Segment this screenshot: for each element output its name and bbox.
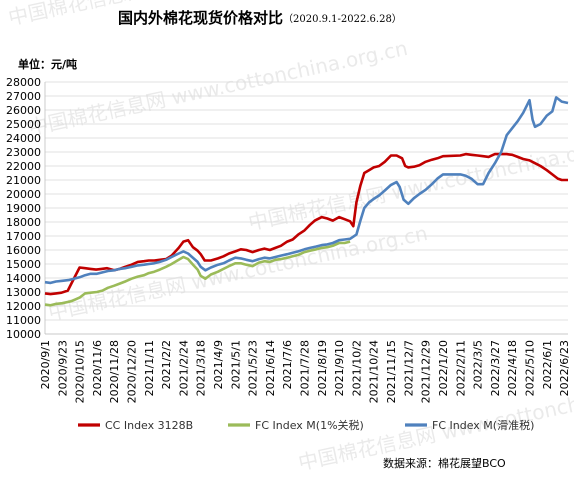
y-tick-label: 11000: [6, 314, 41, 327]
y-tick-label: 24000: [6, 132, 41, 145]
x-tick-label: 2020/11/6: [91, 340, 104, 396]
data-source-note: 数据来源：棉花展望BCO: [383, 456, 506, 470]
legend-label-fc-index-1pct: FC Index M(1%关税): [255, 418, 364, 432]
y-tick-label: 22000: [6, 160, 41, 173]
series-line-fc-index-1pct: [44, 240, 351, 307]
y-tick-label: 19000: [6, 202, 41, 215]
y-tick-label: 28000: [6, 76, 41, 89]
x-tick-label: 2021/5/23: [247, 340, 260, 396]
x-axis-ticks: 2020/9/1 2020/9/23 2020/10/15 2020/11/6 2020…: [39, 340, 571, 403]
x-tick-label: 2022/5/10: [523, 340, 536, 396]
y-tick-label: 21000: [6, 174, 41, 187]
x-tick-label: 2021/5/1: [229, 340, 242, 389]
x-tick-label: 2020/12/20: [126, 340, 139, 403]
y-tick-label: 27000: [6, 90, 41, 103]
series-line-fc-index-sliding: [44, 96, 569, 285]
x-tick-label: 2021/2/24: [177, 340, 190, 396]
y-tick-label: 18000: [6, 216, 41, 229]
x-tick-label: 2021/1/11: [143, 340, 156, 396]
y-axis-ticks: 1000011000120001300014000150001600017000…: [6, 76, 41, 341]
x-tick-label: 2021/3/18: [195, 340, 208, 396]
x-tick-label: 2022/2/11: [454, 340, 467, 396]
x-tick-label: 2022/6/1: [541, 340, 554, 389]
x-tick-label: 2022/1/20: [437, 340, 450, 396]
plot-area: [44, 96, 569, 307]
x-tick-label: 2022/6/23: [558, 340, 571, 396]
series-line-cc-index: [44, 152, 568, 296]
x-tick-label: 2021/7/28: [299, 340, 312, 396]
x-tick-label: 2020/11/28: [108, 340, 121, 403]
y-tick-label: 16000: [6, 244, 41, 257]
x-tick-label: 2021/8/19: [316, 340, 329, 396]
x-tick-label: 2021/11/15: [385, 340, 398, 403]
y-tick-label: 23000: [6, 146, 41, 159]
x-tick-label: 2021/10/24: [368, 340, 381, 403]
x-tick-label: 2021/2/2: [160, 340, 173, 389]
watermark-text-3: 中国棉花信息网 www.cottonchina.org.cn: [246, 131, 574, 235]
y-tick-label: 13000: [6, 286, 41, 299]
x-tick-label: 2021/7/6: [281, 340, 294, 389]
y-tick-label: 17000: [6, 230, 41, 243]
x-tick-label: 2022/3/5: [472, 340, 485, 389]
y-tick-label: 15000: [6, 258, 41, 271]
x-tick-label: 2021/10/2: [350, 340, 363, 396]
x-tick-label: 2020/10/15: [74, 340, 87, 403]
x-tick-label: 2021/4/9: [212, 340, 225, 389]
x-tick-label: 2020/9/23: [56, 340, 69, 396]
x-tick-label: 2021/6/14: [264, 340, 277, 396]
x-tick-label: 2022/3/27: [489, 340, 502, 396]
y-tick-label: 25000: [6, 118, 41, 131]
y-tick-label: 20000: [6, 188, 41, 201]
y-tick-label: 14000: [6, 272, 41, 285]
y-axis-unit-label: 单位：元/吨: [18, 57, 77, 71]
x-tick-label: 2022/4/18: [506, 340, 519, 396]
x-tick-label: 2020/9/1: [39, 340, 52, 389]
y-tick-label: 10000: [6, 328, 41, 341]
legend-label-fc-index-sliding: FC Index M(滑准税): [432, 418, 534, 432]
x-tick-label: 2021/12/29: [420, 340, 433, 403]
legend-label-cc-index: CC Index 3128B: [105, 419, 193, 432]
legend: CC Index 3128B FC Index M(1%关税) FC Index…: [78, 418, 534, 432]
y-tick-label: 12000: [6, 300, 41, 313]
y-tick-label: 26000: [6, 104, 41, 117]
x-tick-label: 2021/9/10: [333, 340, 346, 396]
chart-subtitle: （2020.9.1-2022.6.28）: [283, 13, 402, 25]
chart-title: 国内外棉花现货价格对比: [118, 9, 283, 27]
gridlines: [44, 81, 568, 335]
watermark-layer: 中国棉花信息网 www.cottonchina.org.cn 中国棉花信息网 w…: [6, 0, 574, 475]
x-tick-label: 2021/12/7: [402, 340, 415, 396]
